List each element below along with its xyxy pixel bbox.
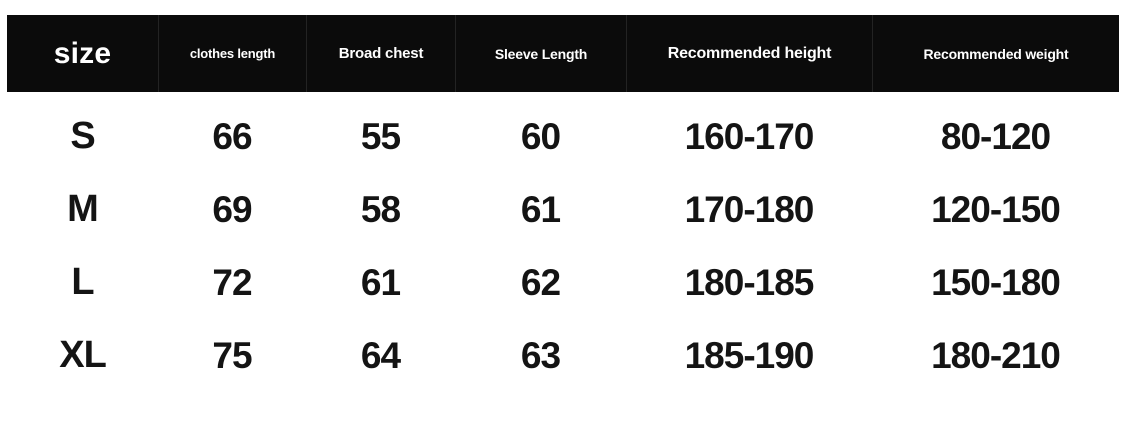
column-header-sleeve-length: Sleeve Length bbox=[455, 15, 626, 92]
column-header-size: size bbox=[7, 15, 158, 92]
broad-chest-value: 58 bbox=[360, 188, 401, 230]
size-label: XL bbox=[59, 334, 107, 376]
table-header-row: size clothes length Broad chest Sleeve L… bbox=[7, 15, 1119, 92]
clothes-length-value: 69 bbox=[212, 188, 252, 230]
recommended-weight-value: 80-120 bbox=[940, 115, 1051, 157]
size-label: S bbox=[70, 115, 95, 157]
size-label: L bbox=[71, 261, 94, 303]
column-header-broad-chest: Broad chest bbox=[306, 15, 455, 92]
clothes-length-value: 75 bbox=[212, 334, 252, 376]
broad-chest-value: 64 bbox=[360, 334, 401, 376]
table-row-m: M 69 58 61 170-180 120-150 bbox=[7, 173, 1119, 246]
column-header-clothes-length: clothes length bbox=[158, 15, 306, 92]
sleeve-length-value: 63 bbox=[520, 334, 561, 376]
sleeve-length-value: 61 bbox=[520, 188, 561, 230]
recommended-height-value: 180-185 bbox=[684, 261, 815, 303]
sleeve-length-value: 60 bbox=[520, 115, 561, 157]
size-chart-table: size clothes length Broad chest Sleeve L… bbox=[7, 15, 1119, 392]
clothes-length-value: 66 bbox=[212, 115, 252, 157]
broad-chest-value: 55 bbox=[360, 115, 401, 157]
clothes-length-value: 72 bbox=[212, 261, 252, 303]
table-row-l: L 72 61 62 180-185 150-180 bbox=[7, 246, 1119, 319]
recommended-height-value: 185-190 bbox=[684, 334, 815, 376]
table-row-s: S 66 55 60 160-170 80-120 bbox=[7, 92, 1119, 173]
size-label: M bbox=[67, 188, 99, 230]
recommended-weight-value: 120-150 bbox=[931, 188, 1061, 230]
table-row-xl: XL 75 64 63 185-190 180-210 bbox=[7, 319, 1119, 392]
recommended-height-value: 170-180 bbox=[684, 188, 815, 230]
column-header-recommended-weight: Recommended weight bbox=[872, 15, 1119, 92]
broad-chest-value: 61 bbox=[360, 261, 401, 303]
recommended-weight-value: 180-210 bbox=[931, 334, 1061, 376]
sleeve-length-value: 62 bbox=[520, 261, 561, 303]
recommended-height-value: 160-170 bbox=[684, 115, 815, 157]
column-header-recommended-height: Recommended height bbox=[626, 15, 872, 92]
recommended-weight-value: 150-180 bbox=[931, 261, 1061, 303]
